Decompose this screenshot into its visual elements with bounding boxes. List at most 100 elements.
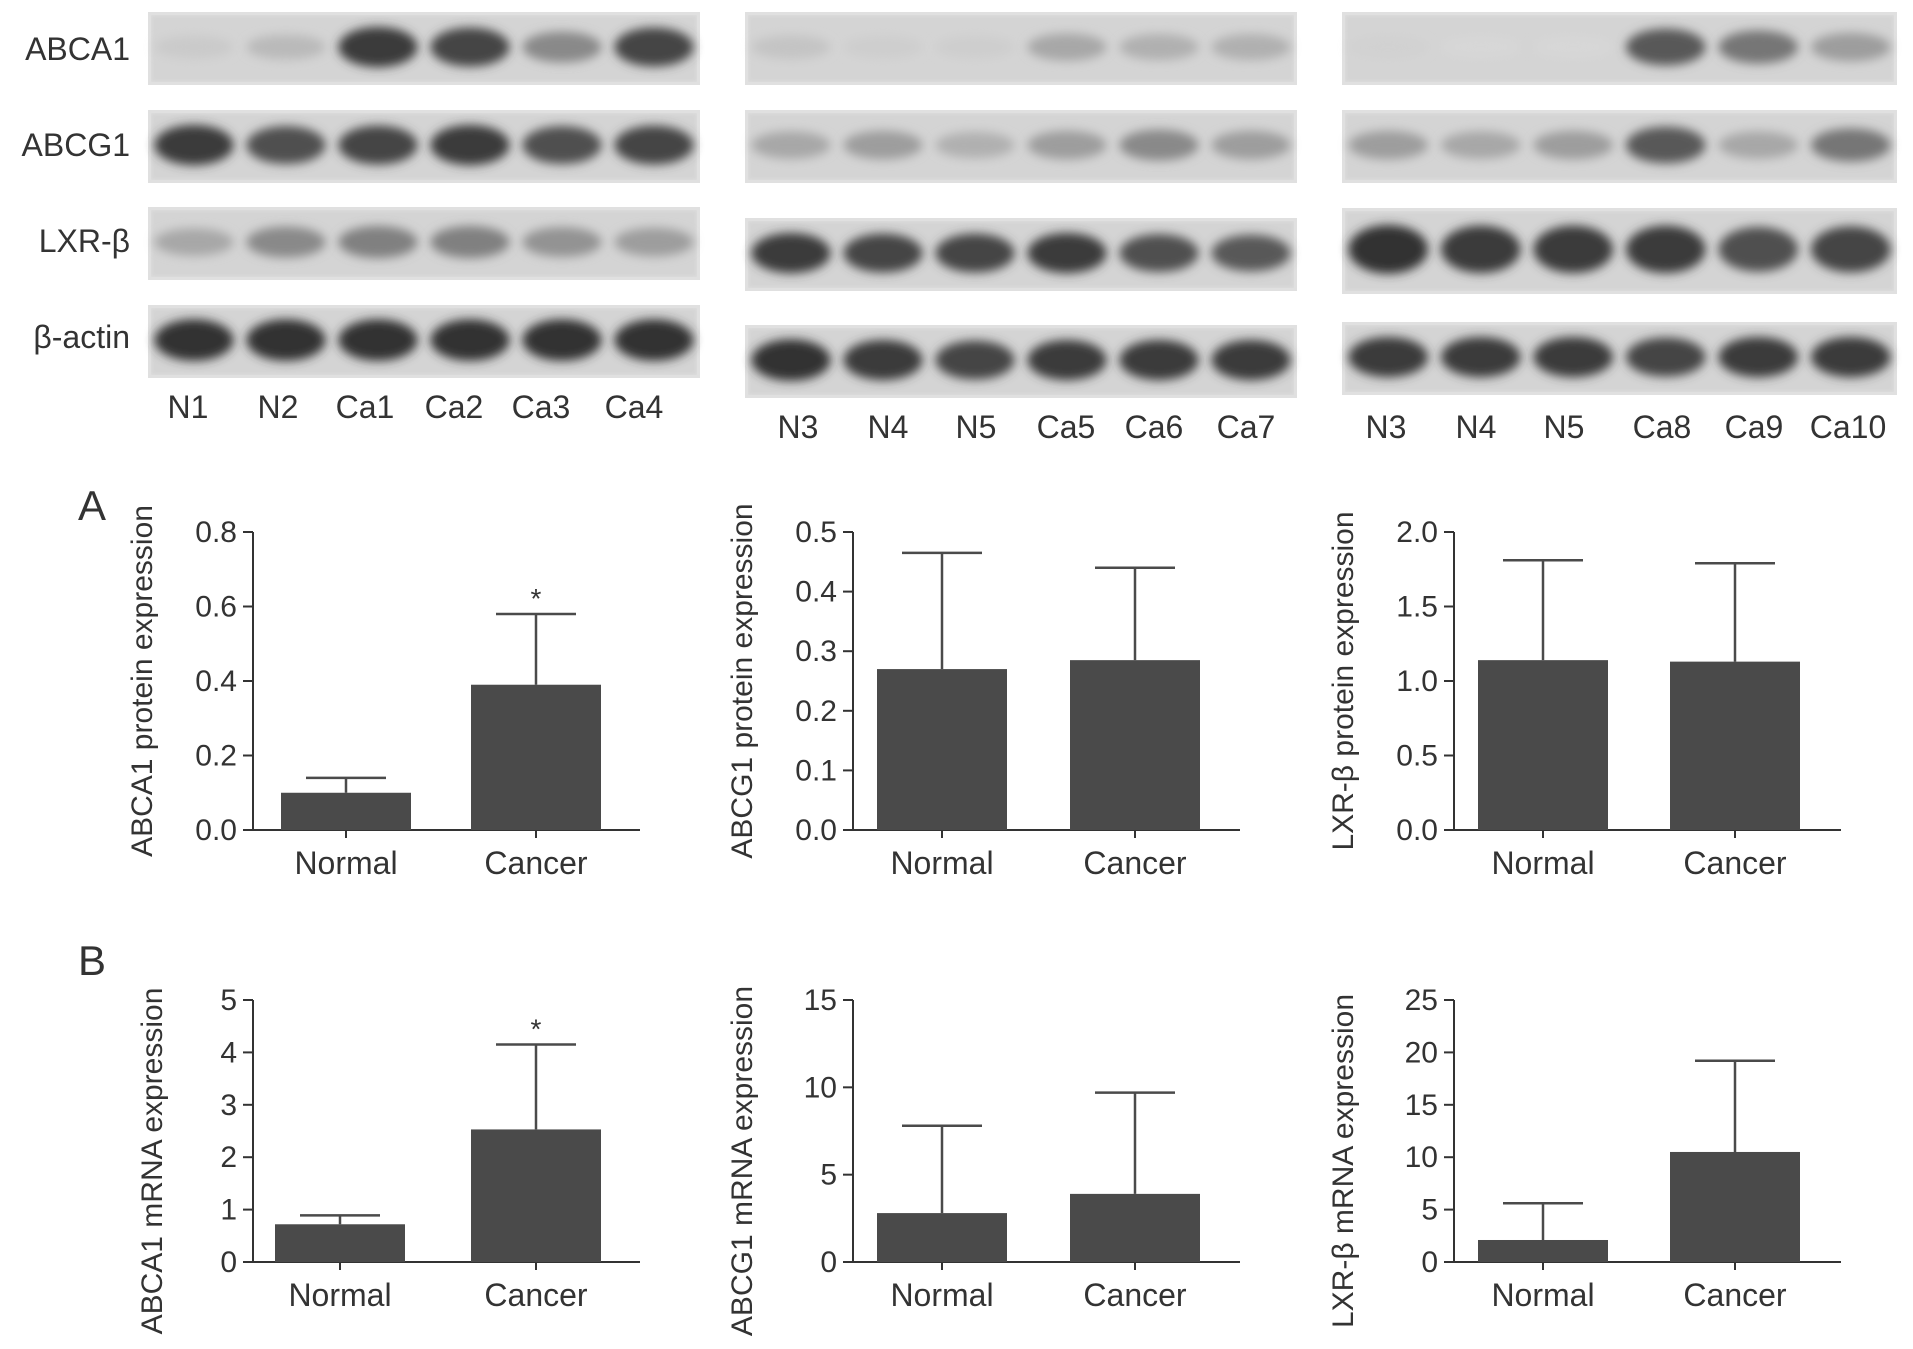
- blot-lane-label: Ca3: [512, 389, 571, 425]
- significance-marker: *: [531, 1014, 542, 1045]
- blot-band: [1119, 33, 1199, 61]
- x-tick-label: Normal: [1491, 1277, 1594, 1313]
- blot-band: [1718, 30, 1799, 64]
- y-tick-label: 0: [220, 1246, 237, 1279]
- blot-strip-bg: [1345, 325, 1894, 392]
- y-tick-label: 0.8: [195, 516, 237, 549]
- bar-chart: 0 5 10 15 Normal Cancer ABCG1 mRNA expression: [726, 984, 1240, 1336]
- y-tick-label: 0.0: [1396, 814, 1438, 847]
- blot-band: [338, 26, 418, 68]
- western-blot-group: ABCA1 ABCG1 LXR-β β-actin N1 N2 Ca1 Ca2 Ca3 Ca4 N3…: [22, 12, 1897, 445]
- blot-band: [1027, 339, 1107, 381]
- blot-band: [843, 130, 923, 160]
- y-tick-label: 3: [220, 1089, 237, 1122]
- panel-letter-b: B: [78, 937, 106, 984]
- blot-band: [1440, 336, 1521, 378]
- blot-band: [1625, 225, 1706, 274]
- y-tick-label: 0.4: [795, 576, 837, 609]
- blot-strip-bg: [748, 221, 1294, 288]
- y-tick-label: 0.0: [195, 814, 237, 847]
- blot-band: [246, 319, 326, 361]
- blot-band: [1440, 225, 1521, 274]
- blot-band: [1810, 336, 1891, 378]
- blot-lane-label: N5: [956, 409, 997, 445]
- y-tick-label: 5: [220, 984, 237, 1017]
- blot-band: [154, 124, 234, 166]
- blot-band: [1625, 28, 1706, 66]
- blot-row-label: ABCG1: [22, 127, 130, 163]
- blot-band: [1211, 339, 1291, 381]
- blot-lane-label: Ca9: [1725, 409, 1784, 445]
- y-tick-label: 15: [804, 984, 837, 1017]
- blot-band: [1119, 339, 1199, 381]
- blot-band: [1533, 336, 1614, 378]
- blot-band: [1027, 130, 1107, 160]
- blot-lane-label: N4: [868, 409, 909, 445]
- blot-strip-bg: [151, 210, 697, 277]
- y-tick-label: 5: [1421, 1194, 1438, 1227]
- blot-band: [1440, 131, 1521, 159]
- blot-strip-bg: [151, 308, 697, 375]
- blot-band: [751, 339, 831, 381]
- blot-band: [246, 226, 326, 258]
- blot-band: [154, 228, 234, 256]
- x-tick-label: Normal: [288, 1277, 391, 1313]
- bar: [1070, 660, 1200, 830]
- bar: [1670, 661, 1800, 830]
- blot-band: [1718, 226, 1799, 272]
- blot-band: [338, 125, 418, 165]
- panel-letters: A B: [78, 482, 106, 984]
- blot-lane-label: Ca6: [1125, 409, 1184, 445]
- blot-band: [1348, 224, 1429, 274]
- x-tick-label: Cancer: [1083, 1277, 1187, 1313]
- blot-band: [522, 227, 602, 257]
- blot-band: [1119, 129, 1199, 161]
- bar-chart: 0 1 2 3 4 5 Normal * Cancer ABCA1 mRNA expression: [136, 984, 640, 1334]
- blot-band: [1625, 337, 1706, 377]
- blot-band: [522, 126, 602, 165]
- blot-band: [1533, 225, 1614, 274]
- blot-band: [843, 339, 923, 381]
- blot-lane-label: Ca2: [425, 389, 484, 425]
- blot-strip-bg: [748, 113, 1294, 180]
- blot-band: [935, 35, 1015, 59]
- blot-band: [1533, 36, 1614, 58]
- y-tick-label: 0.3: [795, 635, 837, 668]
- blot-band: [614, 227, 694, 257]
- blot-band: [614, 319, 694, 361]
- bar: [471, 1129, 601, 1262]
- y-tick-label: 20: [1405, 1036, 1438, 1069]
- y-tick-label: 10: [1405, 1141, 1438, 1174]
- significance-marker: *: [531, 583, 542, 614]
- blot-lane-label: Ca5: [1037, 409, 1096, 445]
- y-tick-label: 0: [1421, 1246, 1438, 1279]
- y-tick-label: 2.0: [1396, 516, 1438, 549]
- y-tick-label: 2: [220, 1141, 237, 1174]
- blot-lane-label: N3: [1366, 409, 1407, 445]
- blot-row-label: ABCA1: [25, 31, 130, 67]
- blot-band: [935, 131, 1015, 159]
- x-tick-label: Cancer: [1683, 1277, 1787, 1313]
- y-tick-label: 4: [220, 1036, 237, 1069]
- y-tick-label: 0.5: [795, 516, 837, 549]
- blot-band: [751, 232, 831, 274]
- blot-band: [935, 233, 1015, 273]
- blot-strip-bg: [151, 15, 697, 82]
- y-tick-label: 0.0: [795, 814, 837, 847]
- blot-band: [338, 225, 418, 259]
- blot-band: [1718, 336, 1799, 378]
- x-tick-label: Cancer: [1683, 845, 1787, 881]
- x-tick-label: Normal: [890, 845, 993, 881]
- x-tick-label: Normal: [1491, 845, 1594, 881]
- blot-band: [751, 131, 831, 159]
- y-axis-title: LXR-β mRNA expression: [1327, 994, 1360, 1328]
- blot-strip-bg: [748, 328, 1294, 395]
- blot-band: [1718, 131, 1799, 159]
- blot-band: [1027, 33, 1107, 61]
- blot-lane-label: N2: [258, 389, 299, 425]
- bar-chart: 0.0 0.1 0.2 0.3 0.4 0.5 Normal Cancer ABCG1 prot…: [726, 503, 1240, 881]
- bar: [1070, 1193, 1200, 1262]
- blot-band: [843, 233, 923, 273]
- blot-band: [1211, 130, 1291, 160]
- blot-lane-label: Ca8: [1633, 409, 1692, 445]
